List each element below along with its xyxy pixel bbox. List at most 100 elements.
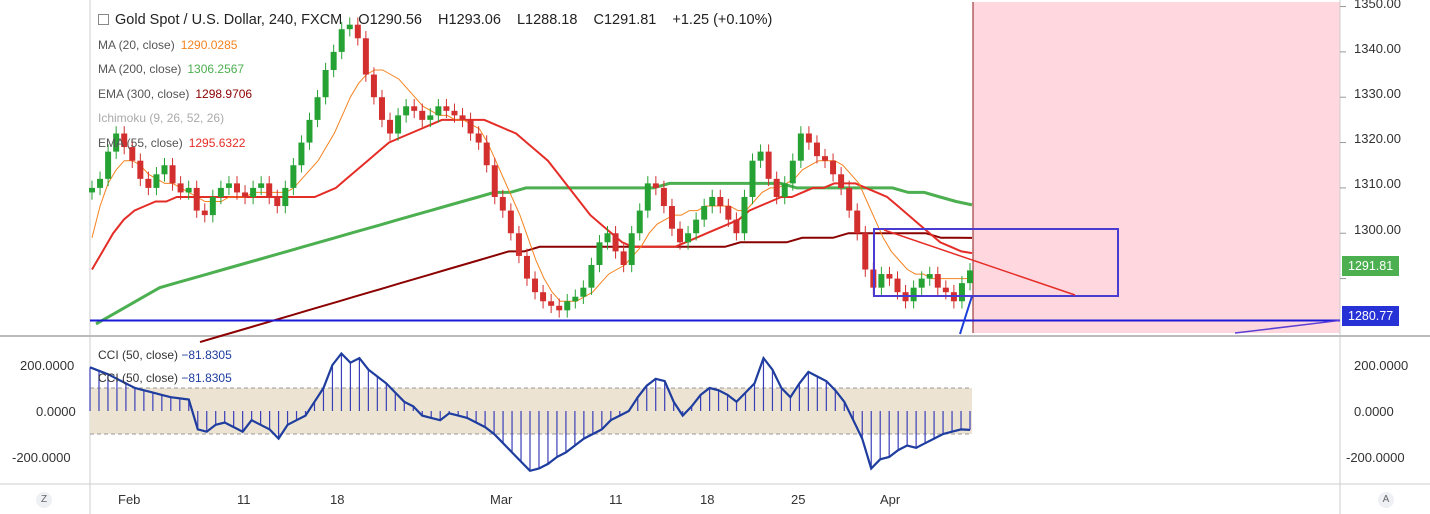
candle-body — [250, 187, 257, 197]
candle-body — [451, 110, 458, 116]
indicator-ichimoku[interactable]: Ichimoku (9, 26, 52, 26) — [98, 111, 225, 125]
zoom-corner-button[interactable]: Z — [36, 492, 52, 508]
candle-body — [282, 187, 289, 207]
cci-legend: CCI (50, close) −81.8305 CCI (50, close)… — [98, 344, 232, 390]
time-tick: Apr — [880, 492, 901, 507]
cci-tick-right: -200.0000 — [1346, 450, 1405, 465]
candle-body — [636, 210, 643, 234]
last-price-tag: 1291.81 — [1342, 256, 1400, 276]
price-tick: 1310.00 — [1354, 176, 1401, 191]
candle-body — [644, 183, 651, 211]
indicator-ma20[interactable]: MA (20, close) 1290.0285 — [98, 37, 238, 52]
candle-body — [677, 228, 684, 243]
candle-body — [113, 133, 120, 152]
candle-body — [346, 24, 353, 30]
candle-body — [314, 97, 321, 120]
candle-body — [910, 287, 917, 302]
candle-body — [822, 156, 829, 161]
candle-body — [588, 264, 595, 288]
symbol-title: Gold Spot / U.S. Dollar, 240, FXCM — [115, 12, 343, 28]
candle-body — [918, 278, 925, 288]
candle-body — [274, 196, 281, 207]
candle-body — [757, 151, 764, 161]
future-zone — [973, 2, 1340, 333]
candle-body — [290, 165, 297, 188]
candle-body — [668, 206, 675, 229]
price-tick: 1350.00 — [1354, 0, 1401, 11]
ohlc-change: +1.25 (+0.10%) — [672, 12, 773, 28]
ohlc-low: L1288.18 — [516, 12, 578, 28]
candle-body — [540, 292, 547, 302]
auto-scale-button[interactable]: A — [1378, 492, 1394, 508]
indicator-ema300[interactable]: EMA (300, close) 1298.9706 — [98, 86, 253, 101]
candle-body — [129, 147, 136, 161]
candle-body — [894, 278, 901, 293]
candle-body — [717, 196, 724, 207]
candle-body — [805, 133, 812, 143]
candle-body — [604, 233, 611, 243]
candle-body — [886, 274, 893, 279]
candle-body — [298, 142, 305, 166]
candle-body — [97, 178, 104, 188]
candle-body — [177, 183, 184, 193]
candle-body — [942, 287, 949, 293]
time-tick: 25 — [791, 492, 806, 507]
candle-body — [749, 160, 756, 197]
time-tick: Feb — [118, 492, 141, 507]
candle-body — [153, 174, 160, 188]
cci-tick-right: 0.0000 — [1354, 404, 1394, 419]
candle-body — [507, 210, 514, 234]
candle-body — [378, 97, 385, 120]
candle-body — [660, 187, 667, 207]
time-tick: Mar — [490, 492, 513, 507]
price-tick: 1340.00 — [1354, 41, 1401, 56]
candle-body — [701, 206, 708, 220]
indicator-ema55[interactable]: EMA (55, close) 1295.6322 — [98, 135, 246, 150]
candle-body — [201, 210, 208, 216]
candle-body — [685, 233, 692, 243]
candle-body — [121, 133, 128, 148]
candle-body — [330, 51, 337, 71]
cci-band — [90, 388, 972, 434]
candle-body — [266, 183, 273, 197]
candle-body — [225, 183, 232, 188]
cci-tick-left: 200.0000 — [20, 358, 75, 373]
candle-body — [105, 151, 112, 179]
trendline — [883, 229, 1076, 296]
candle-body — [362, 38, 369, 75]
candle-body — [830, 160, 837, 175]
candle-body — [515, 233, 522, 256]
candle-body — [789, 160, 796, 184]
candle-body — [934, 274, 941, 288]
candle-body — [709, 196, 716, 207]
candle-body — [370, 74, 377, 98]
candle-body — [580, 287, 587, 297]
collapse-icon[interactable] — [98, 14, 109, 25]
candle-body — [862, 233, 869, 270]
candle-body — [548, 301, 555, 306]
time-tick: 18 — [700, 492, 715, 507]
candle-body — [467, 119, 474, 134]
indicator-ma200[interactable]: MA (200, close) 1306.2567 — [98, 62, 245, 76]
candle-body — [322, 70, 329, 98]
candle-body — [765, 151, 772, 179]
candle-body — [628, 233, 635, 265]
candle-body — [926, 274, 933, 279]
candle-body — [443, 106, 450, 111]
candle-body — [459, 115, 466, 120]
candle-body — [773, 178, 780, 197]
candle-body — [725, 206, 732, 220]
forecast-arrow — [959, 295, 973, 335]
candle-body — [233, 183, 240, 193]
cci-legend-row[interactable]: CCI (50, close) −81.8305 — [98, 348, 232, 362]
time-tick: 18 — [330, 492, 345, 507]
candle-body — [427, 115, 434, 120]
candle-body — [499, 196, 506, 211]
candle-body — [242, 192, 249, 197]
candle-body — [596, 242, 603, 265]
cci-line — [89, 351, 971, 473]
range-box — [873, 228, 1119, 297]
cci-legend-row[interactable]: CCI (50, close) −81.8305 — [98, 371, 232, 385]
price-tick: 1320.00 — [1354, 131, 1401, 146]
